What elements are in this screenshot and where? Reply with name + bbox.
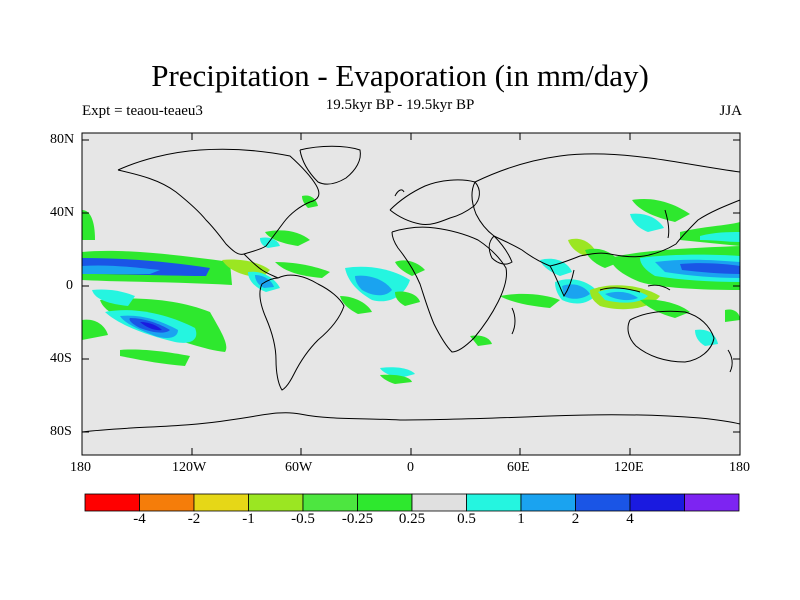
lat-tick-80s: 80S [50,424,72,439]
field-soatl-green [380,374,412,384]
field-atl-green [340,296,372,314]
colorbar-swatch [629,493,685,512]
coast-south-america [259,274,345,391]
colorbar-swatch [684,493,740,512]
lon-tick-180w: 180 [70,460,91,475]
coast-antarctica [81,412,741,433]
field-southpac-cyan2 [92,289,135,306]
colorbar-label: -0.5 [291,511,315,527]
field-atl-blue [355,275,392,296]
field-india-cyan [540,258,572,276]
lat-tick-0: 0 [66,278,73,293]
field-africa-green2 [395,291,420,306]
lon-tick-0: 0 [407,460,414,475]
coast-japan [664,209,670,239]
colorbar [84,493,740,512]
field-io-blue [562,284,590,299]
lon-tick-60w: 60W [285,460,313,475]
coast-europe [389,179,480,225]
field-soatl-cyan [380,367,415,378]
colorbar-swatch [520,493,576,512]
lat-tick-80n: 80N [50,132,75,147]
colorbar-label: 0.5 [457,511,476,527]
coast-north-america [117,148,320,255]
lon-tick-120e: 120E [614,460,644,475]
field-japan-green [632,198,690,222]
field-io-green [500,293,560,308]
precip-field [82,195,740,384]
field-japan-cyan [630,213,664,232]
field-amazon-blue [255,275,274,288]
coastlines [81,145,741,433]
field-io-south-green [470,335,492,346]
field-spac-green [725,309,740,322]
colorbar-label: -4 [133,511,146,527]
map-title: Precipitation - Evaporation (in mm/day) [151,58,649,93]
colorbar-swatch [84,493,140,512]
coast-asia [471,153,741,267]
colorbar-label: 0.25 [398,511,426,527]
colorbar-swatch [411,493,467,512]
experiment-label: Expt = teaou-teaeu3 [82,103,203,119]
colorbar-label: -2 [187,511,201,527]
colorbar-swatch [357,493,413,512]
lat-tick-40s: 40S [50,351,72,366]
field-atl-itcz-green [275,262,330,278]
colorbar-label: 2 [571,511,580,527]
coast-arabia [488,235,513,265]
coast-africa [391,226,507,353]
lat-tick-40n: 40N [50,205,75,220]
field-npac-cyan [700,232,740,242]
coast-madagascar [511,307,516,335]
coast-india [549,265,575,297]
coast-greenland [299,145,361,185]
colorbar-swatch [302,493,358,512]
lon-tick-60e: 60E [507,460,530,475]
field-carib-green2 [265,230,310,246]
colorbar-swatch [575,493,631,512]
field-spcz-darkblue [140,322,162,331]
field-gulf-cyan [260,237,280,248]
field-africa-green [395,260,425,276]
axis-ticks [81,133,741,455]
field-wp-blue [680,263,740,274]
lon-tick-180e: 180 [729,460,750,475]
colorbar-swatch [466,493,522,512]
colorbar-swatch [248,493,304,512]
coast-indonesia [599,284,671,293]
colorbar-swatch [139,493,195,512]
coast-central-america [243,253,279,279]
coast-uk [394,189,405,197]
field-southpac-green2 [120,349,190,366]
lon-tick-120w: 120W [172,460,207,475]
field-pac-west-green [82,210,95,240]
field-pac-west-green2 [82,319,108,340]
colorbar-label: -0.25 [341,511,374,527]
coast-new-zealand [727,349,733,373]
coast-australia [627,310,715,363]
season-label: JJA [719,103,742,119]
colorbar-swatch [193,493,249,512]
colorbar-label: 1 [517,511,525,527]
field-mc-blue [605,291,638,301]
field-aus-green [640,299,690,318]
map-subtitle: 19.5kyr BP - 19.5kyr BP [325,97,475,113]
field-pacific-cyan [82,265,160,274]
colorbar-label: -1 [242,511,255,527]
colorbar-label: 4 [626,511,634,527]
